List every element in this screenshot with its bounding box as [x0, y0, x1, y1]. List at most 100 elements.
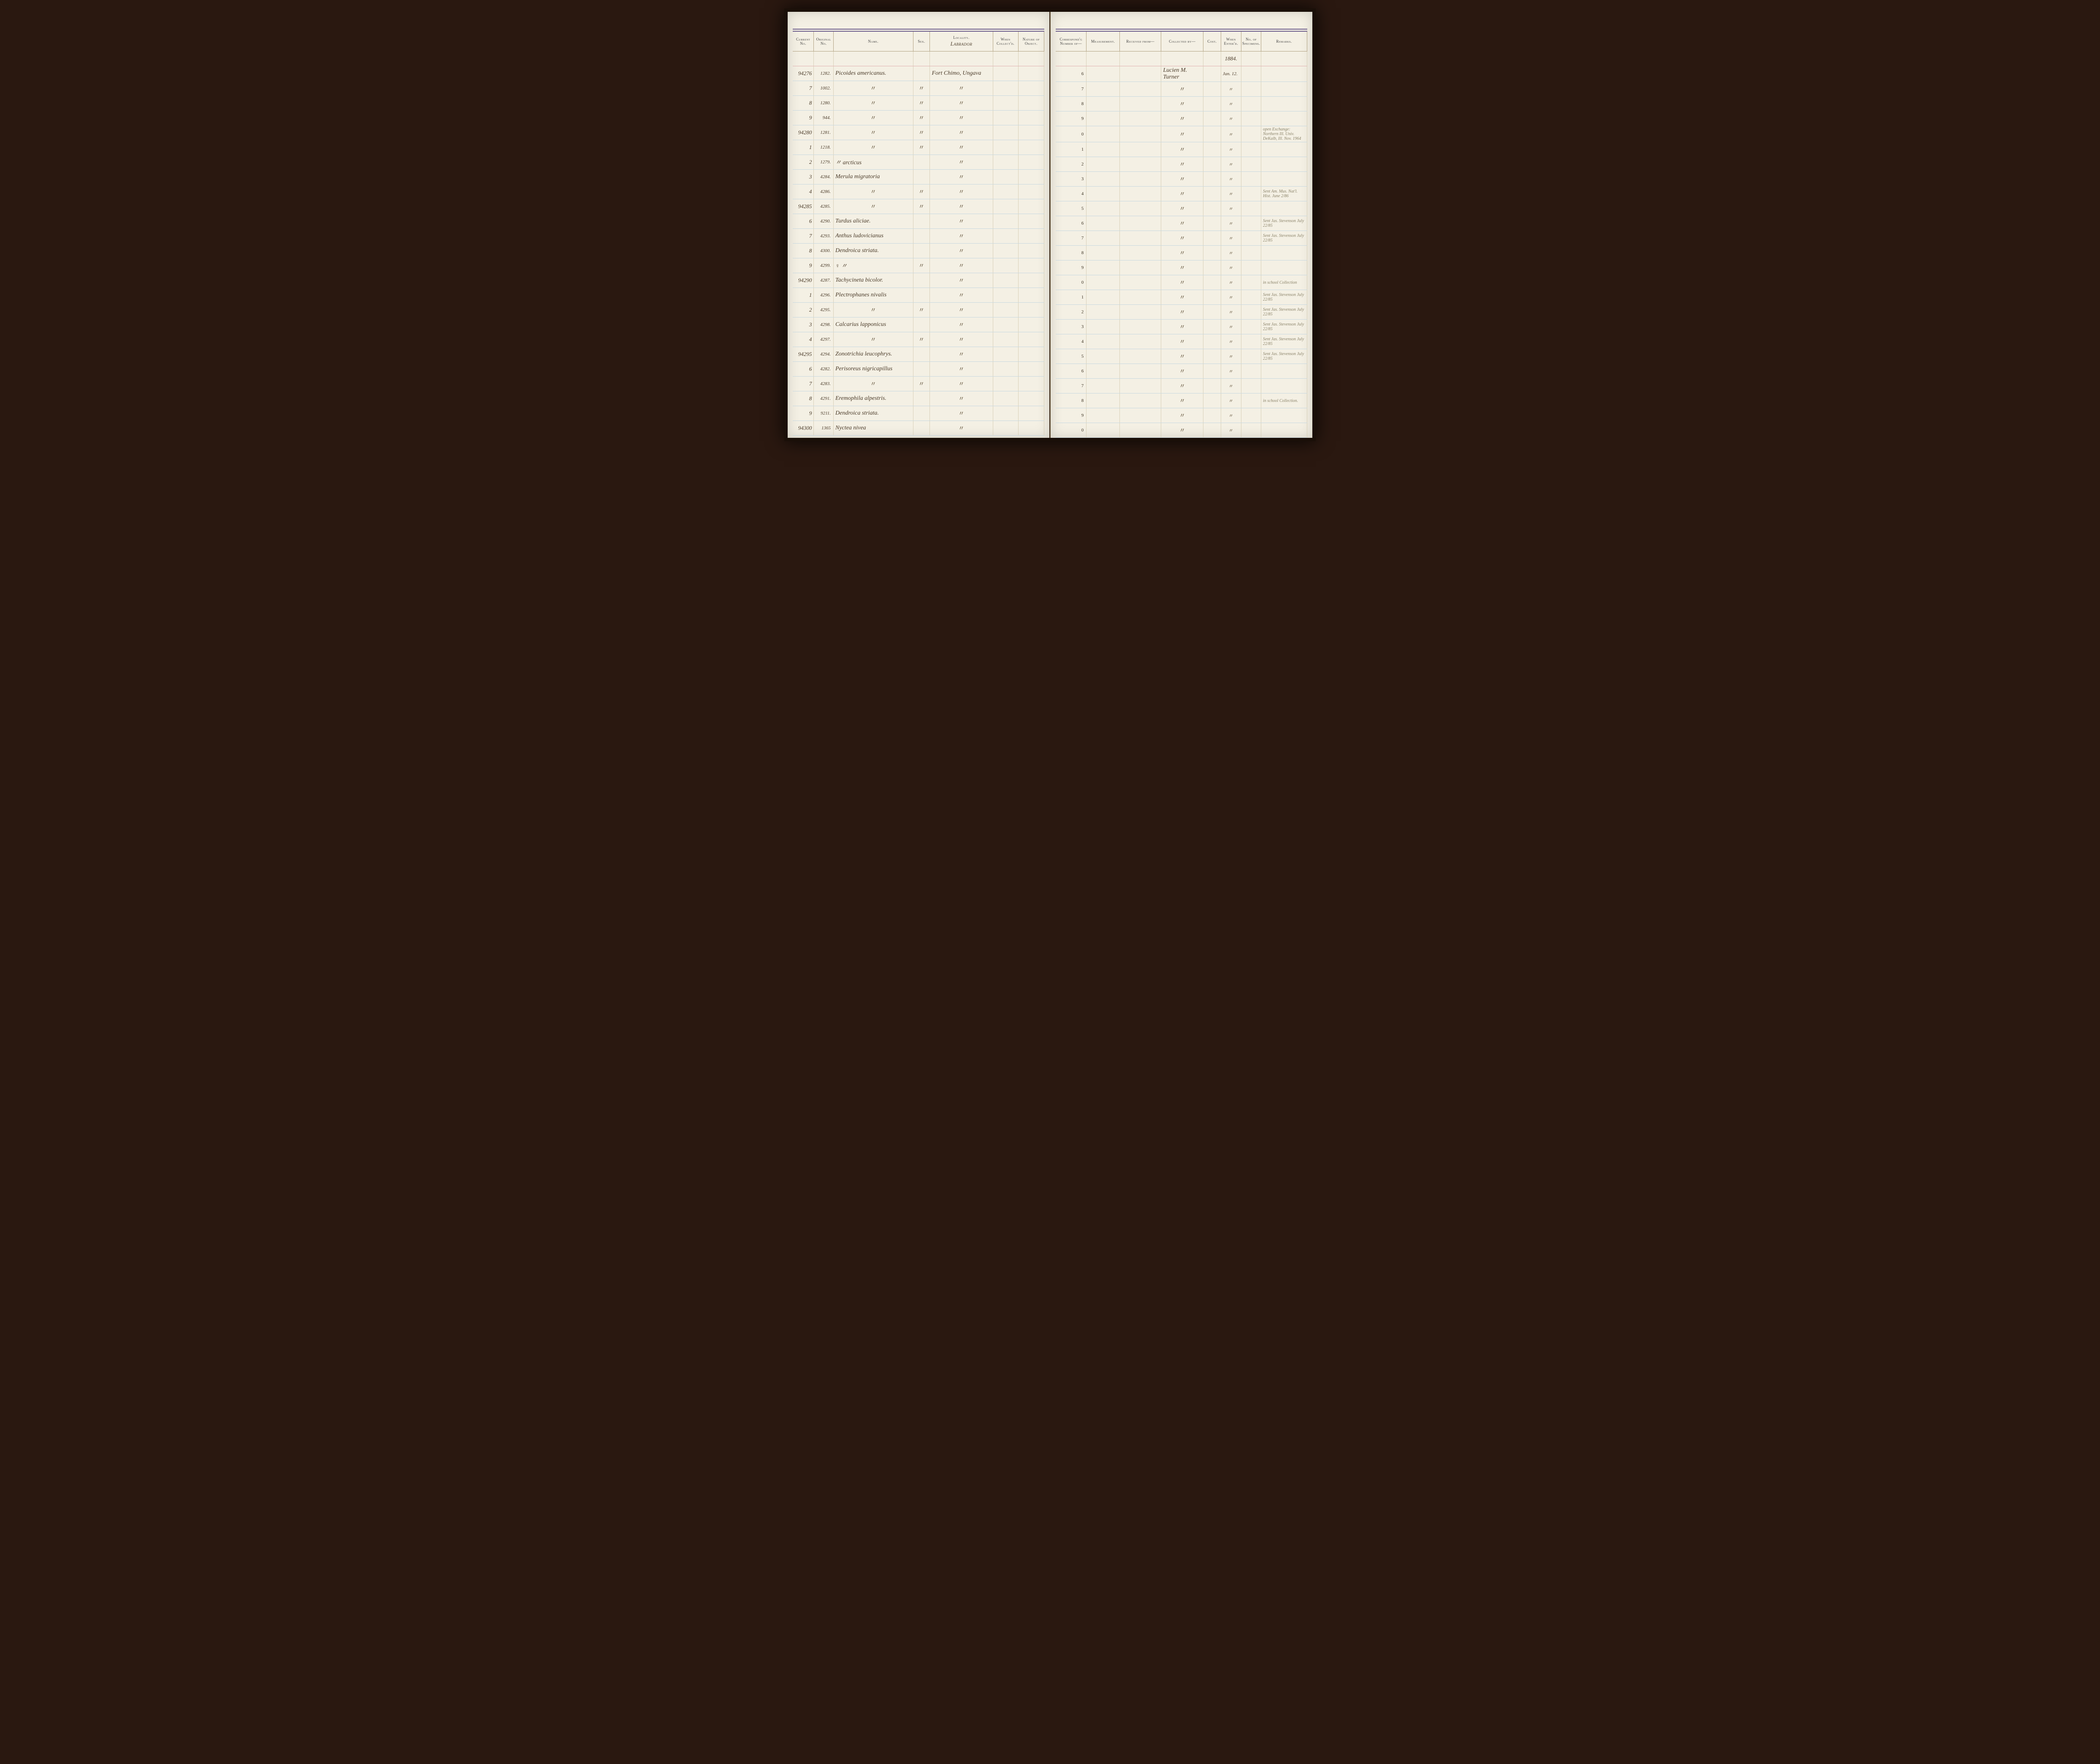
sex-cell: 〃	[913, 258, 930, 273]
correspond-no-cell: 3	[1056, 172, 1087, 187]
current-no-cell: 94276	[793, 66, 814, 81]
table-row: 24295.〃〃〃	[793, 303, 1044, 318]
collected-by-cell: 〃	[1161, 408, 1203, 423]
cost-cell	[1203, 305, 1221, 320]
table-row: 64290.Turdus aliciae.〃	[793, 214, 1044, 229]
when-collected-cell	[993, 377, 1018, 391]
nature-cell	[1018, 288, 1044, 303]
when-collected-cell	[993, 244, 1018, 258]
table-row: 6〃〃Sent Jas. Stevenson July 22/85	[1056, 216, 1307, 231]
cost-cell	[1203, 261, 1221, 275]
locality-cell: 〃	[930, 170, 993, 185]
ledger-table-left: Current No. Original No. Name. Sex. Loca…	[793, 32, 1044, 436]
name-cell: 〃	[834, 140, 913, 155]
when-collected-cell	[993, 318, 1018, 332]
table-row: 34284.Merula migratoria〃	[793, 170, 1044, 185]
current-no-cell: 7	[793, 377, 814, 391]
nature-cell	[1018, 229, 1044, 244]
received-from-cell	[1119, 349, 1161, 364]
correspond-no-cell: 7	[1056, 379, 1087, 394]
original-no-cell: 944.	[814, 111, 834, 125]
current-no-cell: 94300	[793, 421, 814, 436]
remarks-cell: Sent Jas. Stevenson July 22/85	[1261, 334, 1307, 349]
locality-cell: 〃	[930, 303, 993, 318]
ledger-page-left: Current No. Original No. Name. Sex. Loca…	[788, 12, 1050, 438]
no-specimens-cell	[1241, 423, 1261, 438]
cost-cell	[1203, 379, 1221, 394]
original-no-cell: 4300.	[814, 244, 834, 258]
correspond-no-cell: 3	[1056, 320, 1087, 334]
table-row: 0〃〃	[1056, 423, 1307, 438]
table-row: 9〃〃	[1056, 261, 1307, 275]
remarks-cell	[1261, 201, 1307, 216]
nature-cell	[1018, 318, 1044, 332]
original-no-cell: 1002.	[814, 81, 834, 96]
correspond-no-cell: 8	[1056, 97, 1087, 111]
sex-cell	[913, 155, 930, 170]
ledger-body-right: 1884.6Lucien M. TurnerJan. 12.7〃〃8〃〃9〃〃0…	[1056, 52, 1307, 438]
table-row: 44297.〃〃〃	[793, 332, 1044, 347]
table-row: 3〃〃	[1056, 172, 1307, 187]
sex-cell	[913, 406, 930, 421]
received-from-cell	[1119, 379, 1161, 394]
remarks-cell	[1261, 261, 1307, 275]
col-when-collected: When Collect'd.	[993, 32, 1018, 52]
original-no-cell: 4283.	[814, 377, 834, 391]
when-entered-cell: 〃	[1221, 423, 1241, 438]
remarks-cell	[1261, 142, 1307, 157]
cost-cell	[1203, 157, 1221, 172]
cost-cell	[1203, 320, 1221, 334]
when-entered-cell: 〃	[1221, 320, 1241, 334]
remarks-cell: Sent Jas. Stevenson July 22/85	[1261, 231, 1307, 246]
no-specimens-cell	[1241, 275, 1261, 290]
sex-cell: 〃	[913, 185, 930, 199]
original-no-cell: 1218.	[814, 140, 834, 155]
sex-cell	[913, 244, 930, 258]
when-entered-cell: 〃	[1221, 261, 1241, 275]
current-no-cell: 9	[793, 111, 814, 125]
nature-cell	[1018, 214, 1044, 229]
table-row: 942954294.Zonotrichia leucophrys.〃	[793, 347, 1044, 362]
original-no-cell: 4295.	[814, 303, 834, 318]
nature-cell	[1018, 155, 1044, 170]
original-no-cell: 1282.	[814, 66, 834, 81]
nature-cell	[1018, 96, 1044, 111]
remarks-cell: Sent Jas. Stevenson July 22/85	[1261, 290, 1307, 305]
remarks-cell	[1261, 82, 1307, 97]
cost-cell	[1203, 172, 1221, 187]
no-specimens-cell	[1241, 172, 1261, 187]
locality-cell: 〃	[930, 96, 993, 111]
name-cell: 〃 arcticus	[834, 155, 913, 170]
when-entered-cell: 〃	[1221, 97, 1241, 111]
sex-cell	[913, 288, 930, 303]
when-entered-cell: 〃	[1221, 172, 1241, 187]
locality-cell: 〃	[930, 332, 993, 347]
table-row: 74293.Anthus ludovicianus〃	[793, 229, 1044, 244]
sex-cell: 〃	[913, 96, 930, 111]
col-current-no: Current No.	[793, 32, 814, 52]
measurement-cell	[1087, 364, 1120, 379]
nature-cell	[1018, 81, 1044, 96]
name-cell: ♀ 〃	[834, 258, 913, 273]
collected-by-cell: 〃	[1161, 394, 1203, 408]
received-from-cell	[1119, 66, 1161, 82]
name-cell: 〃	[834, 96, 913, 111]
collected-by-cell: 〃	[1161, 126, 1203, 142]
original-no-cell: 4297.	[814, 332, 834, 347]
col-received-from: Received from—	[1119, 32, 1161, 52]
remarks-cell	[1261, 111, 1307, 126]
ledger-body-left: 942761282.Picoides americanus.Fort Chimo…	[793, 52, 1044, 436]
cost-cell	[1203, 275, 1221, 290]
table-row: 8〃〃in school Collection.	[1056, 394, 1307, 408]
name-cell: 〃	[834, 111, 913, 125]
when-collected-cell	[993, 111, 1018, 125]
current-no-cell: 94285	[793, 199, 814, 214]
no-specimens-cell	[1241, 320, 1261, 334]
nature-cell	[1018, 332, 1044, 347]
cell	[814, 52, 834, 66]
when-collected-cell	[993, 347, 1018, 362]
remarks-cell: Sent Jas. Stevenson July 22/85	[1261, 216, 1307, 231]
col-nature-object: Nature of Object.	[1018, 32, 1044, 52]
locality-cell: 〃	[930, 199, 993, 214]
header-row-left: Current No. Original No. Name. Sex. Loca…	[793, 32, 1044, 52]
